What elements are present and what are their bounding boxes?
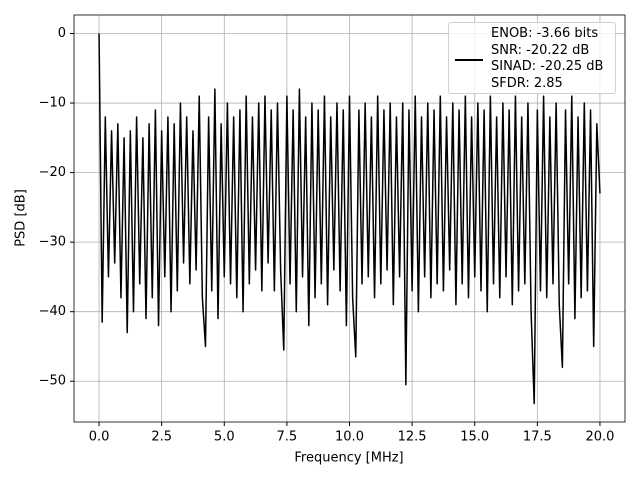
x-tick-label: 7.5 <box>277 430 298 445</box>
legend-label: ENOB: -3.66 bits SNR: -20.22 dB SINAD: -… <box>491 26 604 91</box>
x-tick-label: 15.0 <box>460 430 489 445</box>
legend-line <box>455 59 483 61</box>
y-tick-label: −10 <box>39 96 66 111</box>
y-tick-label: 0 <box>58 26 66 41</box>
legend: ENOB: -3.66 bits SNR: -20.22 dB SINAD: -… <box>448 22 616 94</box>
data-line <box>98 33 601 405</box>
y-tick-label: −20 <box>39 165 66 180</box>
x-axis-label: Frequency [MHz] <box>294 451 403 466</box>
plot-frame <box>73 14 626 423</box>
y-axis-label: PSD [dB] <box>14 189 29 247</box>
y-tick-label: −50 <box>39 374 66 389</box>
x-tick-label: 17.5 <box>523 430 552 445</box>
x-tick-label: 2.5 <box>151 430 172 445</box>
x-tick-label: 10.0 <box>335 430 364 445</box>
x-tick-label: 0.0 <box>89 430 110 445</box>
x-tick-label: 12.5 <box>398 430 427 445</box>
x-tick-label: 20.0 <box>585 430 614 445</box>
x-tick-label: 5.0 <box>214 430 235 445</box>
y-tick-label: −40 <box>39 304 66 319</box>
y-tick-label: −30 <box>39 235 66 250</box>
